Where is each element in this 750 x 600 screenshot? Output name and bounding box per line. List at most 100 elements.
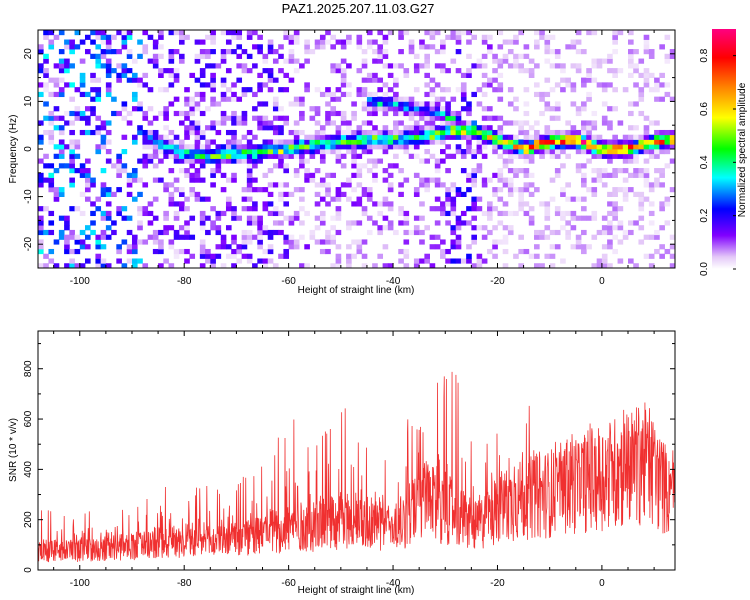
spectrogram-cell bbox=[581, 77, 587, 83]
spectrogram-cell bbox=[288, 149, 295, 155]
spectrogram-cell bbox=[581, 229, 587, 236]
spectrogram-cell bbox=[659, 82, 665, 88]
spectrogram-cell bbox=[288, 58, 295, 64]
spectrogram-cell bbox=[220, 263, 227, 269]
spectrogram-cell bbox=[330, 263, 337, 269]
spectrogram-cell bbox=[633, 68, 639, 74]
spectrogram-cell bbox=[189, 72, 196, 78]
spectrogram-cell bbox=[241, 153, 248, 159]
spectrogram-cell bbox=[497, 125, 504, 131]
spectrogram-cell bbox=[643, 44, 650, 50]
spectrogram-cell bbox=[215, 149, 222, 155]
spectrogram-cell bbox=[299, 206, 305, 212]
spectrogram-cell bbox=[116, 163, 122, 169]
spectrogram-cell bbox=[74, 115, 81, 121]
spectrogram-cell bbox=[100, 134, 107, 140]
spectrogram-cell bbox=[241, 244, 248, 250]
spectrogram-cell bbox=[178, 39, 185, 45]
spectrogram-cell bbox=[554, 139, 561, 145]
spectrogram-cell bbox=[100, 144, 107, 150]
spectrogram-cell bbox=[246, 34, 253, 40]
spectrogram-cell bbox=[476, 134, 483, 140]
spectrogram-cell bbox=[554, 144, 561, 150]
spectrogram-cell bbox=[419, 110, 425, 117]
spectrogram-cell bbox=[163, 187, 169, 193]
spectrogram-cell bbox=[184, 149, 190, 155]
spectrogram-cell bbox=[387, 172, 394, 178]
spectrogram-cell bbox=[523, 168, 530, 174]
spectrogram-cell bbox=[58, 163, 65, 169]
spectrogram-cell bbox=[654, 248, 660, 255]
spectrogram-cell bbox=[549, 34, 556, 40]
spectrogram-cell bbox=[434, 63, 441, 69]
spectrogram-cell bbox=[152, 163, 159, 169]
spectrogram-cell bbox=[84, 91, 91, 98]
spectrogram-cell bbox=[158, 139, 164, 145]
spectrogram-cell bbox=[246, 139, 253, 145]
spectrogram-cell bbox=[215, 153, 222, 159]
spectrogram-x-tick-label: -40 bbox=[386, 276, 401, 287]
spectrogram-cell bbox=[215, 168, 222, 174]
spectrogram-cell bbox=[121, 168, 128, 174]
spectrogram-cell bbox=[116, 187, 122, 193]
spectrogram-cell bbox=[257, 34, 263, 40]
spectrogram-cell bbox=[648, 210, 655, 217]
spectrogram-cell bbox=[335, 215, 342, 221]
spectrogram-cell bbox=[544, 139, 551, 145]
spectrogram-cell bbox=[335, 68, 342, 74]
spectrogram-cell bbox=[419, 177, 425, 183]
spectrogram-cell bbox=[319, 134, 326, 140]
spectrogram-cell bbox=[471, 125, 477, 131]
spectrogram-cell bbox=[487, 106, 493, 112]
spectrogram-cell bbox=[544, 91, 551, 98]
spectrogram-cell bbox=[455, 129, 462, 136]
spectrogram-cell bbox=[137, 220, 143, 226]
spectrogram-cell bbox=[304, 39, 310, 45]
spectrogram-cell bbox=[262, 144, 269, 150]
spectrogram-cell bbox=[288, 220, 295, 226]
spectrogram-cell bbox=[163, 182, 169, 188]
spectrogram-cell bbox=[450, 110, 457, 117]
spectrogram-cell bbox=[502, 225, 509, 231]
spectrogram-cell bbox=[560, 191, 566, 197]
spectrogram-cell bbox=[361, 134, 368, 140]
spectrogram-cell bbox=[429, 106, 436, 112]
spectrogram-cell bbox=[225, 144, 232, 150]
spectrogram-cell bbox=[455, 220, 462, 226]
spectrogram-cell bbox=[356, 91, 363, 98]
spectrogram-cell bbox=[523, 44, 530, 50]
spectrogram-cell bbox=[591, 187, 598, 193]
spectrogram-cell bbox=[252, 163, 258, 169]
spectrogram-cell bbox=[335, 125, 342, 131]
spectrogram-cell bbox=[262, 263, 269, 269]
spectrogram-cell bbox=[664, 58, 671, 64]
spectrogram-cell bbox=[596, 258, 603, 264]
spectrogram-cell bbox=[440, 206, 446, 212]
spectrogram-cell bbox=[643, 125, 650, 131]
spectrogram-cell bbox=[497, 30, 504, 36]
spectrogram-cell bbox=[476, 139, 483, 145]
spectrogram-cell bbox=[476, 253, 483, 259]
spectrogram-cell bbox=[502, 248, 509, 255]
spectrogram-cell bbox=[267, 229, 274, 236]
spectrogram-cell bbox=[387, 182, 394, 188]
spectrogram-cell bbox=[638, 239, 645, 245]
spectrogram-cell bbox=[131, 234, 138, 240]
spectrogram-cell bbox=[43, 177, 49, 183]
spectrogram-cell bbox=[184, 196, 190, 202]
spectrogram-cell bbox=[299, 96, 305, 102]
spectrogram-cell bbox=[617, 68, 624, 74]
spectrogram-cell bbox=[79, 172, 86, 178]
spectrogram-cell bbox=[497, 82, 504, 88]
spectrogram-cell bbox=[189, 177, 196, 183]
spectrogram-y-tick-label: 20 bbox=[23, 48, 34, 60]
spectrogram-cell bbox=[628, 63, 634, 69]
spectrogram-cell bbox=[544, 77, 551, 83]
spectrogram-cell bbox=[267, 87, 274, 93]
spectrogram-cell bbox=[319, 149, 326, 155]
spectrogram-cell bbox=[586, 144, 592, 150]
spectrogram-cell bbox=[53, 144, 60, 150]
spectrogram-cell bbox=[100, 210, 107, 217]
spectrogram-cell bbox=[366, 134, 373, 140]
spectrogram-cell bbox=[74, 263, 81, 269]
